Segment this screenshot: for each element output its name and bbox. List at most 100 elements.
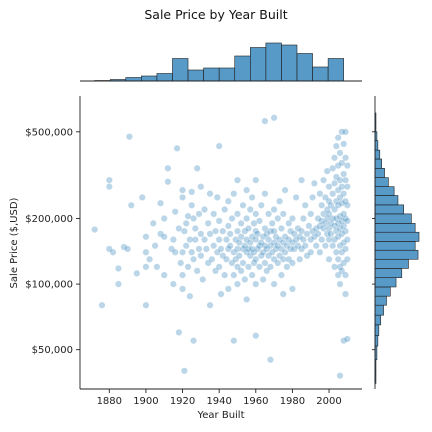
- data-point: [232, 255, 240, 263]
- data-point: [138, 193, 146, 201]
- data-point: [340, 190, 348, 198]
- data-point: [342, 197, 349, 205]
- right-hist-bar: [374, 277, 397, 288]
- marginal-top-histogram: [94, 42, 344, 82]
- data-point: [245, 225, 252, 232]
- data-point: [160, 233, 168, 241]
- data-point: [142, 263, 150, 271]
- scatter-points: [91, 114, 351, 380]
- data-point: [248, 233, 256, 241]
- data-point: [305, 222, 313, 230]
- top-hist-bar: [265, 42, 282, 82]
- data-point: [272, 245, 280, 253]
- data-point: [334, 134, 342, 142]
- data-point: [197, 252, 205, 260]
- data-point: [248, 271, 256, 279]
- data-point: [331, 263, 338, 271]
- data-point: [223, 255, 230, 263]
- data-point: [267, 263, 274, 271]
- data-point: [180, 227, 188, 235]
- y-tick-label: $50,000: [32, 345, 73, 356]
- data-point: [289, 259, 296, 267]
- data-point: [270, 114, 278, 122]
- data-point: [342, 128, 349, 136]
- data-point: [219, 227, 227, 235]
- data-point: [226, 242, 234, 250]
- data-point: [336, 149, 344, 157]
- data-point: [332, 197, 340, 205]
- data-point: [279, 255, 287, 263]
- data-point: [340, 259, 348, 267]
- x-axis-ticks: 1880 1900 1920 1940 1960 1980 2000: [97, 389, 342, 407]
- data-point: [331, 222, 338, 230]
- data-point: [325, 197, 333, 205]
- data-point: [329, 164, 337, 172]
- data-point: [261, 259, 269, 267]
- right-hist-bar: [374, 295, 387, 306]
- data-point: [188, 201, 196, 209]
- data-point: [332, 227, 340, 235]
- data-point: [299, 215, 307, 222]
- data-point: [270, 255, 278, 263]
- data-point: [164, 178, 172, 186]
- data-point: [237, 233, 245, 241]
- x-tick-label: 1920: [170, 396, 195, 407]
- x-tick-label: 1940: [206, 396, 231, 407]
- data-point: [160, 271, 168, 279]
- data-point: [184, 263, 192, 271]
- data-point: [265, 252, 273, 260]
- data-point: [190, 337, 197, 345]
- data-point: [259, 276, 267, 283]
- data-point: [285, 255, 293, 263]
- top-hist-bar: [296, 53, 313, 82]
- data-point: [281, 186, 289, 194]
- data-point: [338, 128, 346, 136]
- data-point: [201, 236, 208, 244]
- data-point: [127, 201, 135, 209]
- data-point: [340, 170, 348, 178]
- data-point: [188, 188, 196, 196]
- data-point: [241, 276, 249, 283]
- data-point: [334, 186, 342, 194]
- data-point: [338, 159, 346, 167]
- data-point: [267, 227, 274, 235]
- y-axis-label: Sale Price ($,USD): [9, 197, 20, 288]
- data-point: [338, 183, 346, 191]
- data-point: [343, 255, 351, 263]
- data-point: [334, 233, 342, 241]
- data-point: [321, 242, 329, 250]
- data-point: [210, 210, 218, 218]
- data-point: [221, 206, 229, 213]
- top-hist-bar: [125, 77, 142, 82]
- data-point: [281, 248, 289, 256]
- data-point: [188, 248, 196, 256]
- data-point: [298, 227, 305, 235]
- data-point: [298, 176, 305, 184]
- data-point: [105, 176, 113, 184]
- data-point: [281, 233, 289, 241]
- data-point: [215, 217, 223, 225]
- data-point: [278, 271, 285, 279]
- data-point: [193, 267, 201, 275]
- right-hist-bar: [374, 258, 409, 269]
- top-hist-bar: [203, 67, 220, 82]
- data-point: [197, 183, 205, 191]
- data-point: [336, 372, 344, 380]
- top-hist-bar: [234, 55, 251, 82]
- data-point: [195, 210, 203, 218]
- data-point: [180, 367, 188, 375]
- data-point: [310, 233, 318, 241]
- data-point: [307, 210, 315, 218]
- data-point: [340, 337, 348, 345]
- data-point: [146, 255, 153, 263]
- data-point: [312, 242, 320, 250]
- data-point: [256, 263, 263, 271]
- data-point: [265, 236, 273, 244]
- data-point: [237, 219, 245, 227]
- data-point: [278, 225, 285, 232]
- data-point: [160, 215, 168, 222]
- data-point: [171, 208, 179, 216]
- right-hist-bar: [374, 149, 381, 160]
- data-point: [175, 225, 183, 232]
- data-point: [321, 193, 329, 201]
